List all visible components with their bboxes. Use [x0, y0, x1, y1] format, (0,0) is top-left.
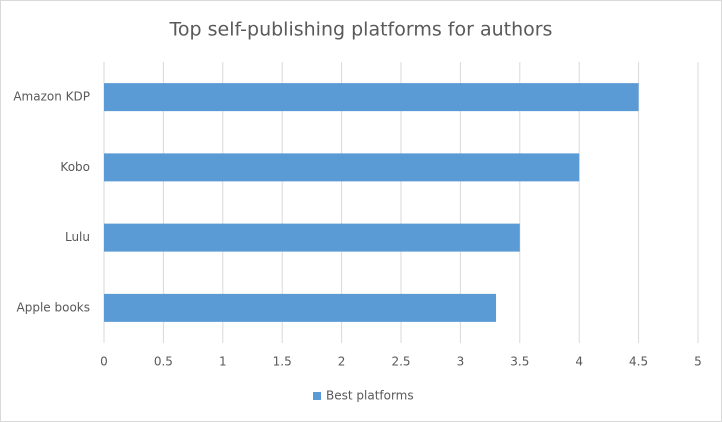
- x-tick-label: 1.5: [273, 355, 292, 369]
- x-tick-label: 4: [575, 355, 583, 369]
- x-tick-label: 3: [457, 355, 465, 369]
- bar: [104, 153, 580, 182]
- legend-label: Best platforms: [326, 389, 414, 403]
- legend-swatch: [313, 392, 321, 400]
- x-tick-label: 2: [338, 355, 346, 369]
- y-tick-label: Kobo: [60, 160, 90, 174]
- x-tick-label: 0: [100, 355, 108, 369]
- chart-title: Top self-publishing platforms for author…: [169, 19, 553, 41]
- bar: [104, 293, 497, 322]
- bar: [104, 83, 639, 112]
- bar: [104, 223, 520, 252]
- y-tick-label: Amazon KDP: [13, 90, 90, 104]
- y-tick-label: Lulu: [65, 230, 90, 244]
- x-tick-label: 3.5: [510, 355, 529, 369]
- x-tick-label: 5: [694, 355, 702, 369]
- x-tick-label: 2.5: [391, 355, 410, 369]
- y-tick-label: Apple books: [17, 300, 90, 314]
- x-tick-label: 0.5: [154, 355, 173, 369]
- x-tick-label: 1: [219, 355, 227, 369]
- x-tick-label: 4.5: [629, 355, 648, 369]
